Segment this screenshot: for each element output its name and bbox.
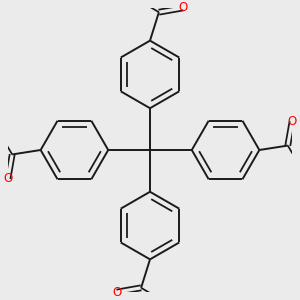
- Text: O: O: [178, 2, 188, 14]
- Text: O: O: [287, 115, 297, 128]
- Text: O: O: [3, 172, 13, 185]
- Text: O: O: [112, 286, 122, 298]
